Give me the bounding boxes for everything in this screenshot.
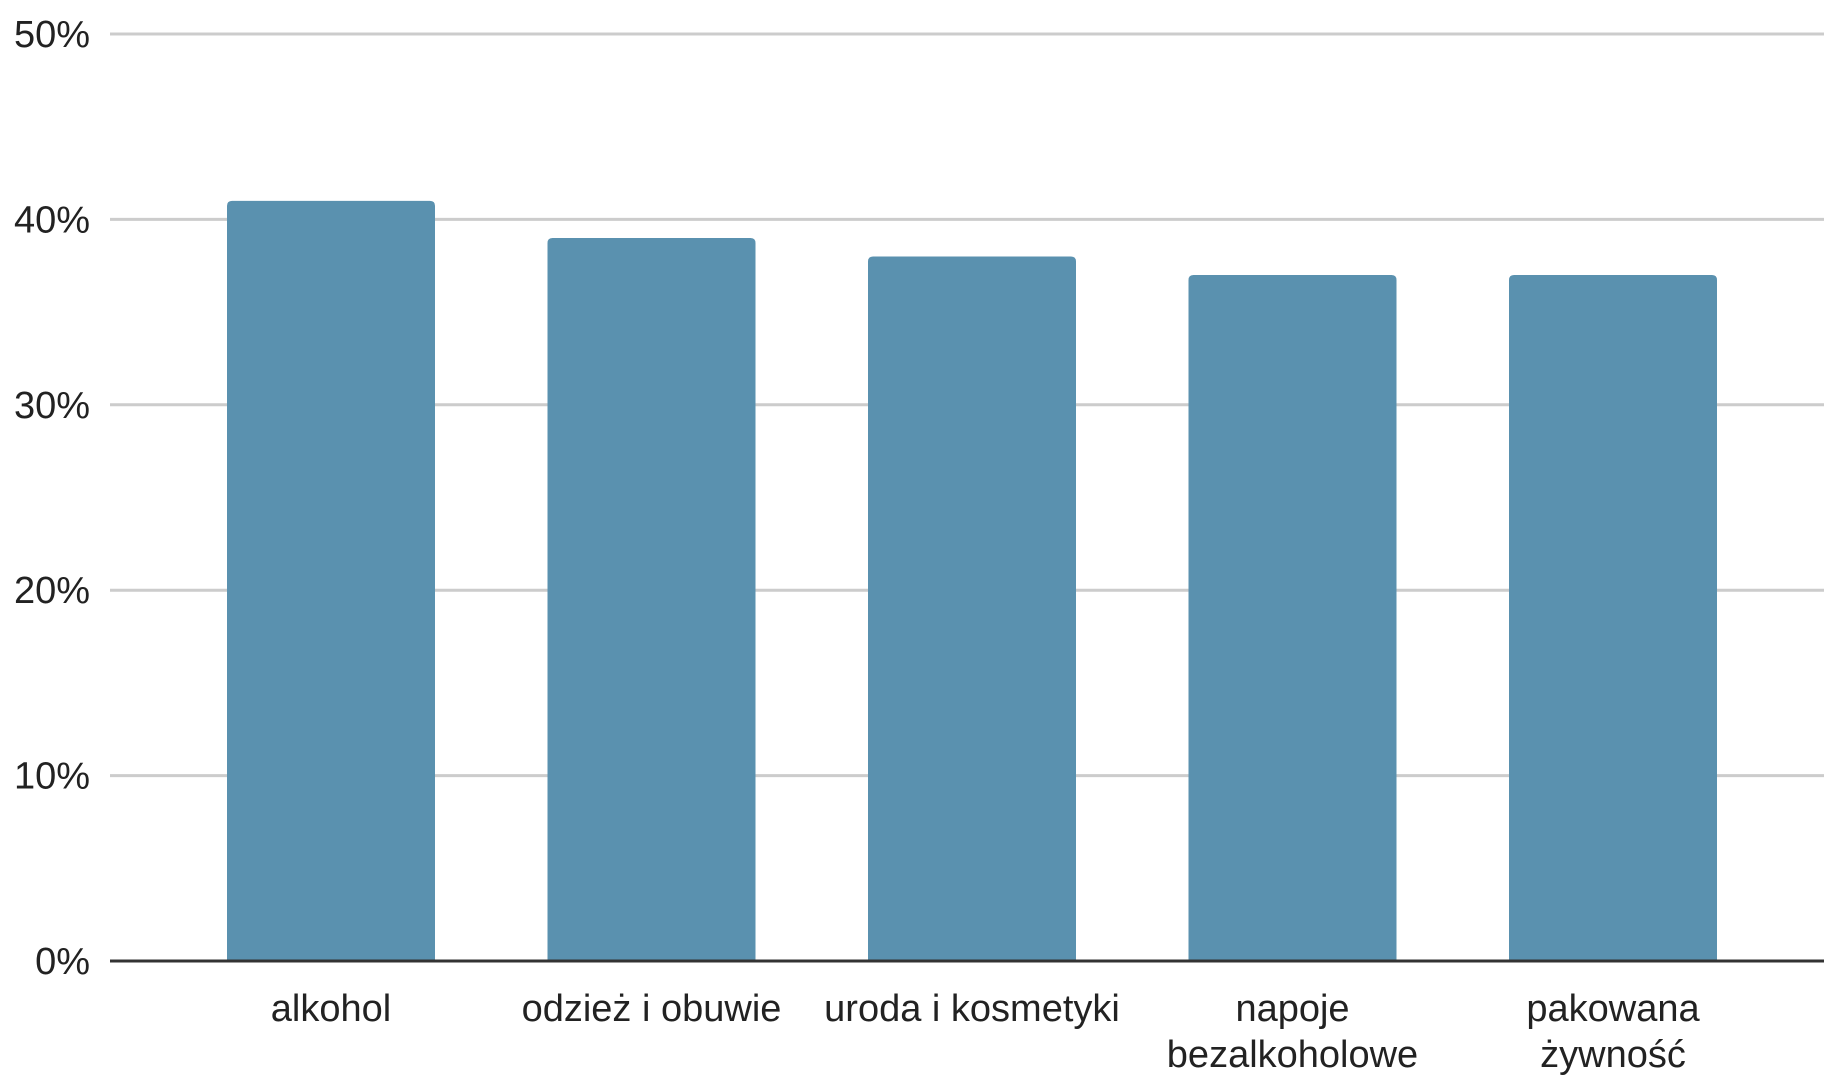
x-category-label: pakowana: [1526, 988, 1700, 1030]
bar: [1509, 275, 1717, 961]
y-tick-label: 20%: [14, 570, 90, 612]
bar: [547, 237, 756, 961]
y-tick-label: 10%: [14, 756, 90, 798]
bar: [227, 200, 435, 962]
x-category-label: alkohol: [271, 988, 391, 1030]
x-axis-category-labels: alkohol odzież i obuwie uroda i kosmetyki n…: [271, 988, 1701, 1076]
bars: [227, 200, 1717, 962]
x-category-label: żywność: [1540, 1034, 1686, 1076]
y-axis-tick-labels: 0% 10% 20% 30% 40% 50%: [14, 14, 90, 983]
x-category-label: odzież i obuwie: [522, 988, 782, 1030]
bar: [868, 256, 1076, 962]
y-tick-label: 50%: [14, 14, 90, 56]
x-category-label: uroda i kosmetyki: [824, 988, 1120, 1030]
y-tick-label: 0%: [35, 941, 90, 983]
bar: [1188, 275, 1397, 961]
x-category-label: napoje: [1235, 988, 1349, 1030]
x-category-label: bezalkoholowe: [1167, 1034, 1418, 1076]
y-tick-label: 30%: [14, 385, 90, 427]
y-tick-label: 40%: [14, 199, 90, 241]
